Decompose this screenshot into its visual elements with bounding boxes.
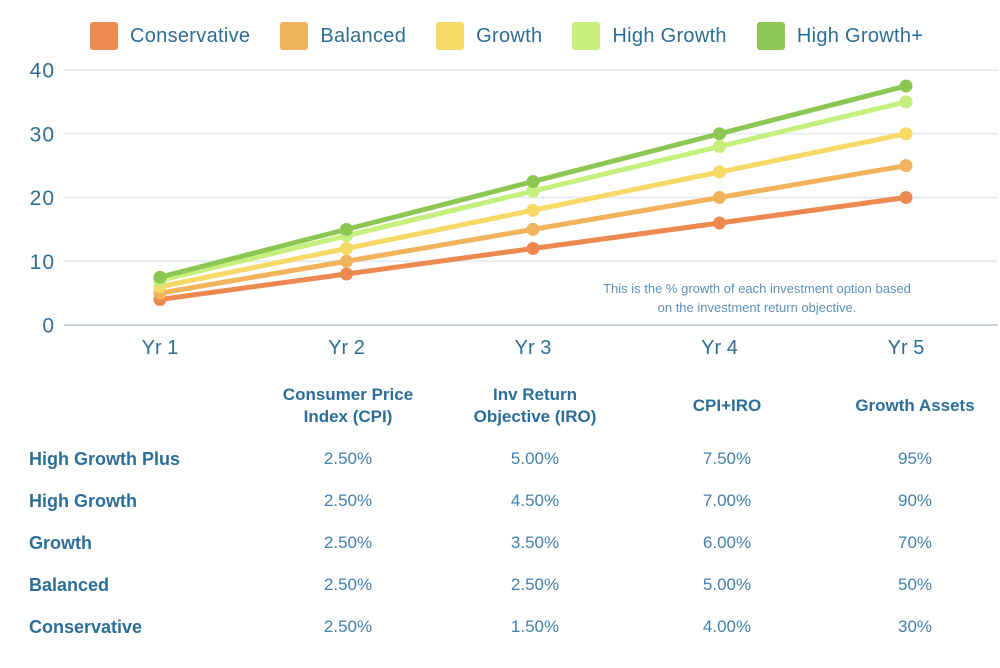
cpi-value: 2.50%: [323, 575, 373, 594]
header-growth-assets: Growth Assets: [855, 396, 975, 415]
cpi-value: 2.50%: [323, 449, 373, 468]
data-point[interactable]: [899, 191, 913, 204]
data-point[interactable]: [526, 222, 540, 236]
cpi-iro-value: 6.00%: [702, 533, 752, 552]
header-cpi: Consumer Price Index (CPI): [282, 385, 414, 426]
x-tick-label: Yr 5: [888, 337, 925, 359]
x-tick-label: Yr 4: [701, 337, 738, 359]
x-tick-label: Yr 1: [142, 337, 179, 359]
data-point[interactable]: [713, 140, 726, 153]
growth-assets-value: 50%: [897, 575, 933, 594]
data-point[interactable]: [340, 242, 353, 255]
chart-annotation: This is the % growth of each investment …: [603, 281, 911, 315]
row-label: High Growth: [29, 490, 137, 511]
data-point[interactable]: [526, 242, 540, 255]
data-point[interactable]: [899, 159, 913, 173]
legend-item-high-growth[interactable]: High Growth: [572, 22, 727, 50]
data-point[interactable]: [526, 184, 540, 198]
legend-label: High Growth: [612, 24, 727, 47]
legend-item-balanced[interactable]: Balanced: [280, 22, 406, 50]
growth-swatch: [436, 22, 465, 50]
data-point[interactable]: [713, 127, 726, 141]
iro-value: 2.50%: [510, 575, 560, 594]
legend-label: Balanced: [320, 24, 407, 47]
y-tick-label: 40: [30, 60, 55, 83]
table-row: High Growth 2.50% 4.50% 7.00% 90%: [0, 480, 1000, 522]
cpi-value: 2.50%: [323, 617, 373, 636]
data-point[interactable]: [526, 203, 540, 217]
data-point[interactable]: [340, 222, 353, 236]
data-point[interactable]: [713, 165, 726, 179]
legend-label: Growth: [476, 24, 543, 47]
growth-assets-value: 30%: [897, 617, 933, 636]
header-cpi-iro: CPI+IRO: [692, 396, 762, 415]
balanced-swatch: [280, 22, 309, 50]
growth-assets-value: 90%: [897, 491, 933, 510]
data-point[interactable]: [340, 254, 353, 268]
cpi-value: 2.50%: [323, 533, 373, 552]
legend-item-conservative[interactable]: Conservative: [90, 22, 250, 50]
conservative-swatch: [90, 22, 118, 50]
y-tick-label: 30: [30, 123, 55, 146]
iro-value: 4.50%: [510, 491, 560, 510]
row-label: High Growth Plus: [29, 448, 180, 469]
iro-value: 1.50%: [510, 617, 560, 636]
growth-line-chart: 0 10 20 30 40 Yr 1 Yr 2 Yr 3 Yr 4 Yr 5: [30, 60, 998, 359]
data-point[interactable]: [153, 270, 167, 284]
growth-assets-value: 95%: [897, 449, 933, 468]
table-header-row: Consumer Price Index (CPI) Inv Return Ob…: [0, 374, 1000, 438]
chart-legend: Conservative Balanced Growth High Growth…: [90, 22, 923, 50]
data-point[interactable]: [340, 267, 353, 281]
data-point[interactable]: [526, 175, 540, 189]
high-growth-plus-swatch: [756, 22, 785, 50]
cpi-iro-value: 7.00%: [702, 491, 752, 510]
table-row: High Growth Plus 2.50% 5.00% 7.50% 95%: [0, 438, 1000, 480]
growth-assets-value: 70%: [897, 533, 933, 552]
y-tick-label: 0: [42, 315, 55, 338]
legend-item-growth[interactable]: Growth: [436, 22, 542, 50]
x-tick-label: Yr 3: [515, 337, 552, 359]
investment-options-table: Consumer Price Index (CPI) Inv Return Ob…: [0, 374, 1000, 648]
data-point[interactable]: [899, 79, 913, 93]
data-point[interactable]: [899, 95, 913, 109]
cpi-iro-value: 7.50%: [702, 449, 752, 468]
table-row: Conservative 2.50% 1.50% 4.00% 30%: [0, 606, 1000, 648]
table-row: Balanced 2.50% 2.50% 5.00% 50%: [0, 564, 1000, 606]
iro-value: 5.00%: [510, 449, 560, 468]
iro-value: 3.50%: [510, 533, 560, 552]
high-growth-swatch: [572, 22, 601, 50]
legend-label: Conservative: [130, 24, 251, 47]
table-row: Growth 2.50% 3.50% 6.00% 70%: [0, 522, 1000, 564]
data-point[interactable]: [899, 127, 913, 141]
cpi-value: 2.50%: [323, 491, 373, 510]
legend-label: High Growth+: [796, 24, 924, 47]
y-tick-label: 10: [30, 251, 55, 274]
row-label: Growth: [29, 532, 92, 553]
data-point[interactable]: [713, 191, 726, 204]
data-point[interactable]: [713, 216, 726, 230]
row-label: Balanced: [29, 574, 110, 595]
cpi-iro-value: 5.00%: [702, 575, 752, 594]
cpi-iro-value: 4.00%: [702, 617, 752, 636]
y-tick-label: 20: [30, 187, 55, 210]
legend-item-high-growth-plus[interactable]: High Growth+: [756, 22, 924, 50]
header-iro: Inv Return Objective (IRO): [473, 385, 597, 426]
row-label: Conservative: [29, 616, 143, 637]
x-tick-label: Yr 2: [328, 337, 365, 359]
